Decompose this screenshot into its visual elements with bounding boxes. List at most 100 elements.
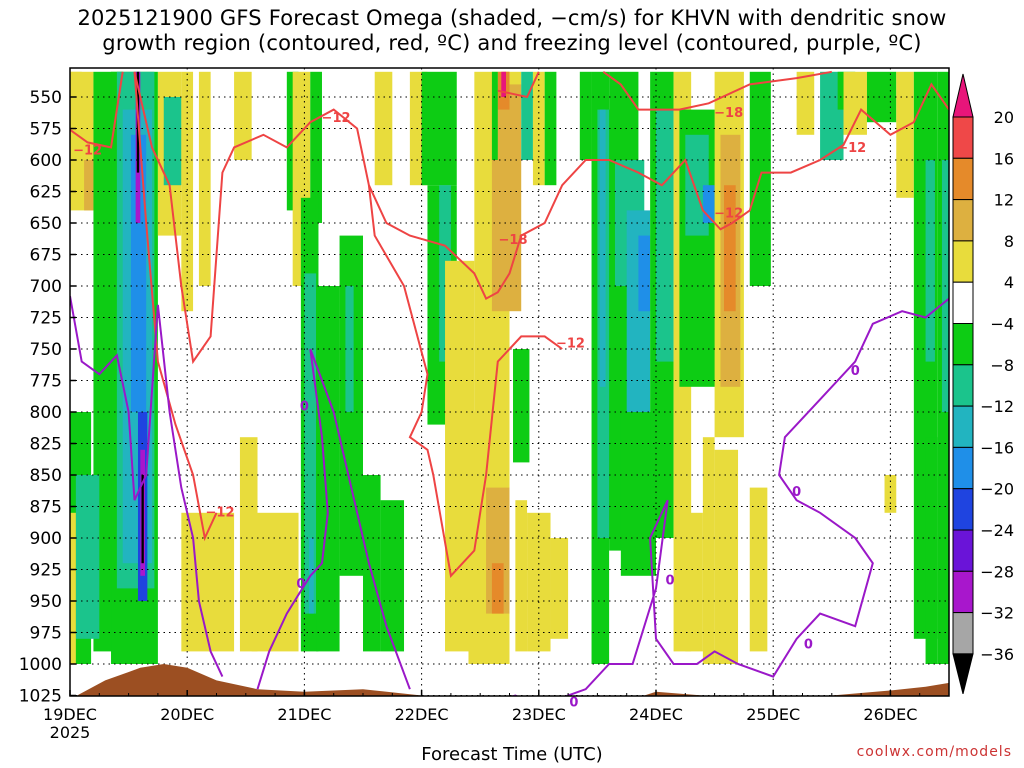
omega-shade-cell [896,71,914,198]
omega-shade-cell [304,273,317,614]
y-tick-label: 775 [30,372,62,392]
omega-shade-cell [380,500,405,652]
contour-label: −18 [714,106,743,121]
omega-shade-cell [925,160,935,362]
y-tick-label: 700 [30,277,62,297]
omega-shade-cell [515,500,528,652]
omega-shade-cell [75,475,100,639]
contour-label: −12 [73,144,102,159]
omega-shade-cell [702,437,715,664]
y-tick-label: 725 [30,309,62,329]
freezing-contour-line [256,348,411,690]
freezing-contour-line [70,295,224,678]
terrain-surface [76,664,949,696]
y-tick-label: 1025 [19,687,62,707]
omega-shade-cell [925,437,938,664]
colorbar-segment [952,157,974,201]
contour-label: −18 [499,233,528,248]
contour-labels: −12 −12 −12 −18 −12 −18 −12 −12 0 0 0 0 0 0 0 [73,106,866,711]
y-tick-label: 675 [30,246,62,266]
contour-label: −12 [322,111,351,126]
y-tick-label: 975 [30,624,62,644]
colorbar-label: −24 [980,521,1014,540]
dgz-contour-line [602,70,832,111]
contour-label: −12 [556,336,585,351]
x-tick-label: 23DEC [512,705,566,724]
x-tick-label: 21DEC [277,705,331,724]
omega-shade-cell [439,185,451,362]
omega-shade-cell [579,71,592,160]
colorbar-segment [952,488,974,531]
dgz-contour-line [70,71,124,149]
colorbar-segment [952,240,974,283]
omega-shade-cell [141,475,144,564]
chart-title: 2025121900 GFS Forecast Omega (shaded, −… [0,6,1024,56]
colorbar-segment [952,446,974,490]
colorbar-label: 12 [994,191,1014,210]
contour-label: 0 [296,577,305,592]
omega-shade-cell [216,512,235,652]
dgz-contour-line [367,185,563,578]
omega-shade-cell [181,512,217,652]
x-tick-label: 26DEC [863,705,917,724]
omega-shade-cell [714,449,739,664]
y-tick-label: 900 [30,529,62,549]
colorbar-segment [952,199,974,242]
y-tick-label: 925 [30,561,62,581]
omega-shade-cell [234,71,252,160]
colorbar-segment [952,323,974,366]
credit-text: coolwx.com/models [856,744,1012,760]
contour-label: 0 [569,696,578,711]
omega-shade-cell [310,71,322,223]
contour-label: 0 [792,485,801,500]
dgz-contour-line [497,71,540,99]
chart-title-line-1: 2025121900 GFS Forecast Omega (shaded, −… [77,6,947,30]
dgz-contour-line [133,71,949,365]
x-tick-label: 19DEC [43,705,97,724]
colorbar-segment [952,281,974,325]
omega-shade-cell [723,185,736,312]
colorbar-label: 4 [1004,273,1014,292]
omega-shade-cell [702,185,715,223]
omega-shade-cell [198,71,211,286]
omega-shade-cell [550,538,569,639]
x-tick-label: 20DEC [160,705,214,724]
contour-label: −12 [837,141,866,156]
grid-lines [70,68,949,696]
colorbar-label: −20 [980,480,1014,499]
colorbar-top-arrow [952,73,974,118]
y-tick-label: 850 [30,466,62,486]
colorbar-label: −16 [980,438,1014,457]
omega-shade-cell [84,160,94,211]
omega-shade-cell [884,475,897,513]
contour-label: 0 [666,573,675,588]
y-tick-label: 875 [30,498,62,518]
colorbar-segment [952,570,974,614]
colorbar-label: 20 [994,108,1014,127]
contour-label: 0 [851,364,860,379]
contour-label: −12 [206,505,235,520]
colorbar-segment [952,116,974,159]
contour-label: −12 [714,207,743,222]
omega-shade-cell [521,71,533,160]
omega-shade-cell [345,286,354,412]
omega-shade-cell [130,134,147,413]
omega-shade-cell [685,512,703,652]
omega-shade-cell [163,97,182,186]
dgz-contour-line [133,71,218,542]
chart-title-line-2: growth region (contoured, red, ºC) and f… [102,31,922,55]
x-tick-label: 25DEC [746,705,800,724]
omega-shade-cell [599,109,606,387]
y-tick-label: 800 [30,403,62,423]
x-tick-year-label: 2025 [50,723,91,742]
colorbar-label: 16 [994,149,1014,168]
omega-shade-cell [491,563,504,614]
y-tick-label: 550 [30,88,62,108]
omega-shade-cell [181,71,194,312]
colorbar-segment [952,612,974,655]
omega-shade-cell [544,71,557,186]
freezing-contour-line [509,297,949,696]
colorbar-segment [952,364,974,407]
